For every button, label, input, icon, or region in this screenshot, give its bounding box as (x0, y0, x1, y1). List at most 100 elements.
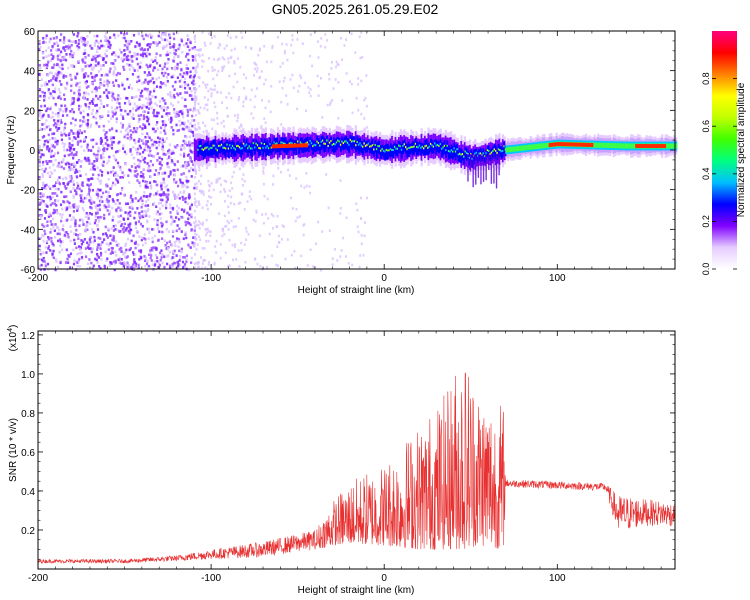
noise-cell (120, 224, 123, 228)
band-cell (452, 150, 454, 153)
noise-cell (169, 266, 172, 270)
noise-cell (176, 264, 180, 268)
noise-cell (161, 198, 164, 202)
noise-cell (180, 148, 183, 151)
noise-cell (116, 101, 119, 104)
noise-cell (145, 214, 148, 218)
noise-cell (143, 237, 146, 240)
noise-cell (51, 137, 54, 140)
noise-cell (256, 87, 259, 90)
noise-cell (181, 96, 184, 100)
noise-cell (107, 248, 110, 251)
noise-cell (79, 194, 82, 197)
band-cell (208, 144, 211, 157)
band-cell (323, 137, 326, 153)
noise-cell (39, 89, 42, 93)
noise-cell (50, 155, 53, 158)
noise-cell (119, 97, 122, 100)
band-cell (273, 137, 276, 150)
noise-cell (134, 166, 137, 169)
noise-cell (66, 161, 69, 165)
noise-cell (349, 80, 352, 83)
noise-cell (44, 36, 48, 40)
noise-cell (133, 138, 136, 142)
noise-cell (43, 229, 46, 233)
noise-cell (133, 261, 137, 264)
noise-cell (193, 232, 196, 236)
noise-cell (320, 37, 323, 40)
noise-cell (72, 97, 76, 100)
noise-cell (142, 117, 145, 121)
noise-cell (146, 134, 150, 138)
noise-cell (109, 67, 112, 71)
noise-cell (57, 48, 61, 52)
noise-cell (45, 55, 48, 59)
noise-cell (150, 101, 153, 104)
noise-cell (160, 82, 163, 86)
noise-cell (48, 174, 52, 178)
noise-cell (124, 133, 127, 137)
noise-cell (77, 94, 80, 98)
noise-cell (193, 58, 196, 61)
noise-cell (142, 168, 145, 171)
noise-cell (251, 166, 254, 170)
noise-cell (121, 171, 124, 174)
noise-cell (161, 120, 164, 123)
noise-cell (159, 54, 162, 57)
noise-cell (262, 169, 265, 173)
band-cell (314, 144, 317, 147)
band-cell (434, 142, 436, 145)
noise-cell (172, 45, 175, 49)
band-cell (529, 144, 532, 150)
noise-cell (165, 76, 169, 79)
noise-cell (152, 60, 155, 63)
noise-cell (110, 227, 113, 230)
noise-cell (111, 140, 114, 144)
noise-cell (148, 52, 151, 56)
noise-cell (202, 221, 205, 225)
noise-cell (70, 84, 73, 88)
noise-cell (58, 165, 61, 169)
band-cell (202, 148, 205, 151)
noise-cell (112, 166, 115, 169)
noise-cell (173, 56, 176, 59)
noise-cell (128, 50, 131, 54)
noise-cell (86, 224, 89, 228)
noise-cell (131, 115, 134, 119)
noise-cell (78, 93, 81, 97)
noise-cell (65, 195, 68, 198)
noise-cell (45, 119, 48, 122)
noise-cell (92, 55, 95, 59)
noise-cell (180, 247, 183, 251)
noise-cell (136, 147, 140, 151)
noise-cell (71, 204, 74, 207)
noise-cell (170, 95, 173, 99)
noise-cell (226, 34, 229, 37)
band-cell (348, 143, 350, 146)
noise-cell (47, 114, 50, 117)
band-cell (259, 147, 262, 150)
noise-cell (92, 66, 95, 69)
noise-cell (153, 87, 156, 91)
noise-cell (86, 35, 89, 38)
noise-cell (245, 226, 248, 230)
band-cell (262, 146, 264, 149)
noise-cell (188, 48, 191, 52)
noise-cell (127, 44, 130, 48)
noise-cell (144, 135, 147, 139)
noise-cell (172, 180, 176, 184)
noise-cell (159, 81, 163, 84)
noise-cell (108, 81, 111, 84)
noise-cell (154, 169, 158, 172)
noise-cell (107, 200, 110, 204)
noise-cell (139, 94, 142, 98)
band-cell (404, 143, 407, 154)
band-cell (498, 153, 500, 176)
noise-cell (47, 133, 50, 137)
noise-cell (213, 118, 216, 122)
noise-cell (186, 202, 189, 206)
noise-cell (100, 215, 103, 219)
band-cell (254, 143, 256, 155)
noise-cell (169, 203, 172, 207)
noise-cell (185, 254, 189, 258)
